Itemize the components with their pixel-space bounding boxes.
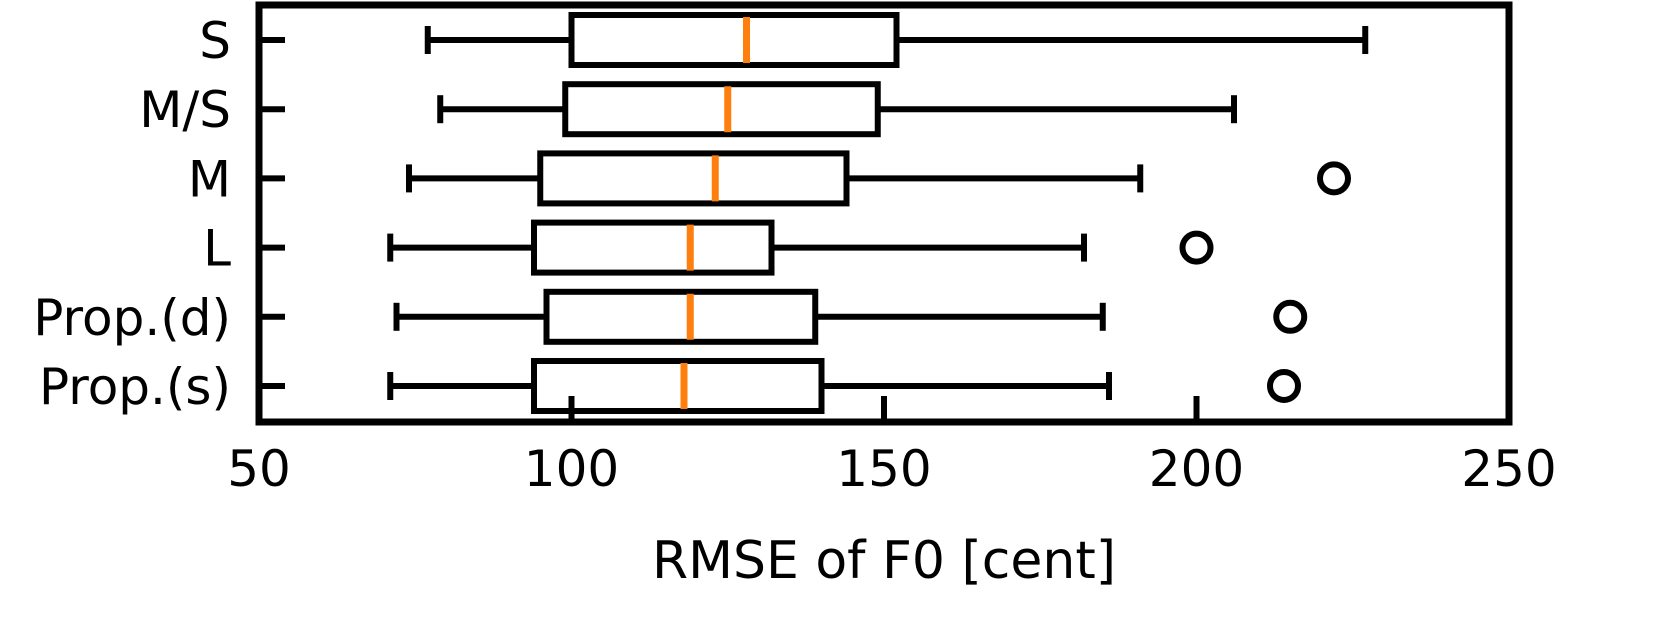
outlier-point [1317,161,1351,196]
x-axis-label: RMSE of F0 [cent] [652,531,1116,591]
box-iqr [531,219,775,276]
x-tick-label: 150 [836,440,931,498]
box-group [424,12,1369,68]
category-label: M [188,150,231,208]
x-tick-label: 100 [524,440,619,498]
category-label: L [203,220,231,278]
box-iqr [531,358,825,414]
category-label: S [199,12,231,70]
outlier-point [1179,230,1214,265]
box-iqr [543,288,819,345]
x-tick-label: 250 [1461,440,1556,498]
plot-area [387,12,1369,414]
axes: S M/S ML Prop.(d) Prop.(s) 50 100 150 200 250 [33,12,1556,498]
category-label: Prop.(s) [39,358,231,416]
box-iqr [537,150,850,207]
outlier-point [1267,369,1301,403]
category-label: M/S [139,81,231,139]
box-group [387,358,1301,414]
box-iqr [568,12,900,68]
x-tick-label: 50 [227,440,291,498]
box-group [406,150,1351,207]
outlier-point [1273,299,1308,334]
box-iqr [562,81,881,138]
box-group [437,81,1237,138]
box-group [393,288,1308,345]
category-label: Prop.(d) [33,289,231,347]
box-group [387,219,1214,276]
x-tick-label: 200 [1149,440,1244,498]
